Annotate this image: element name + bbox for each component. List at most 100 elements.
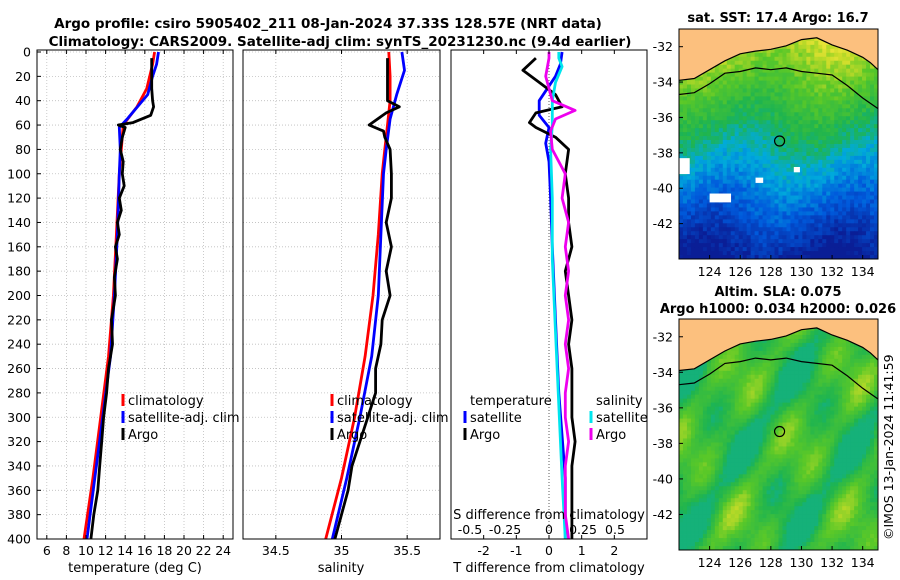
map-cell [690, 382, 696, 388]
map-cell [814, 394, 819, 400]
map-cell [730, 402, 736, 408]
map-cell [834, 374, 839, 380]
map-cell [806, 394, 811, 400]
map-cell [714, 211, 720, 216]
map-cell [838, 76, 843, 81]
map-cell [750, 211, 756, 216]
map-cell [774, 211, 779, 216]
map-cell [866, 187, 871, 192]
map-cell [806, 426, 811, 431]
map-cell [854, 92, 859, 97]
map-cell [814, 227, 819, 232]
map-cell [786, 76, 791, 81]
map-cell [679, 128, 684, 133]
map-cell [866, 430, 871, 435]
map-cell [826, 215, 831, 220]
map-cell [714, 64, 720, 70]
map-cell [798, 163, 803, 169]
map-cell [710, 211, 716, 216]
sst-map: 124 126 128 130 132 134 -32-34-36-38-40-42 [653, 28, 879, 279]
map-cell [810, 454, 815, 459]
map-cell [798, 227, 803, 232]
map-cell [862, 366, 867, 372]
map-cell [726, 155, 732, 161]
map-cell [814, 155, 819, 161]
map-cell [750, 215, 756, 220]
map-cell [778, 239, 783, 244]
temperature-xlabel: temperature (deg C) [68, 561, 202, 576]
map-cell [826, 354, 831, 360]
map-cell [722, 422, 728, 427]
map-cell [770, 147, 775, 153]
map-cell [846, 243, 851, 248]
map-cell [766, 227, 771, 232]
map-cell [770, 342, 775, 348]
map-cell [686, 374, 692, 380]
map-cell [679, 215, 684, 220]
map-cell [706, 422, 712, 427]
map-cell [770, 362, 775, 368]
map-cell [870, 418, 875, 423]
map-cell [802, 338, 807, 344]
map-cell [782, 370, 787, 376]
map-cell [706, 402, 712, 408]
map-cell [690, 219, 696, 224]
map-cell [714, 462, 720, 467]
map-cell [706, 144, 712, 149]
map-cell [814, 410, 819, 415]
map-cell [702, 195, 708, 200]
map-cell [826, 155, 831, 161]
map-cell [750, 80, 756, 85]
map-cell [782, 239, 787, 244]
map-cell [854, 207, 859, 212]
map-cell [810, 219, 815, 224]
map-cell [806, 72, 811, 77]
map-cell [814, 330, 819, 336]
map-cell [750, 450, 756, 455]
map-cell [818, 76, 823, 81]
map-cell [706, 104, 712, 109]
map-cell [846, 227, 851, 232]
map-cell [866, 446, 871, 451]
legend-label-sal-satellite: satellite [596, 411, 648, 426]
map-cell [734, 104, 740, 109]
map-cell [842, 434, 847, 439]
map-cell [686, 442, 692, 447]
map-cell [722, 151, 728, 157]
map-cell [702, 466, 708, 471]
map-cell [806, 128, 811, 133]
map-cell [838, 426, 843, 431]
map-cell [834, 442, 839, 447]
map-cell [766, 458, 771, 463]
map-cell [734, 203, 740, 208]
map-cell [858, 239, 863, 244]
map-cell [730, 84, 736, 89]
map-cell [734, 187, 740, 192]
map-cell [754, 155, 759, 161]
map-cell [679, 207, 684, 212]
map-cell [866, 223, 871, 228]
map-cell [718, 80, 724, 85]
map-cell [810, 120, 815, 125]
map-cell [754, 76, 759, 81]
map-cell [818, 354, 823, 360]
map-cell [830, 68, 835, 74]
map-cell [679, 426, 684, 431]
map-cell [742, 104, 748, 109]
map-cell [746, 68, 752, 74]
map-cell [782, 366, 787, 372]
map-cell [786, 183, 791, 189]
map-cell [798, 147, 803, 153]
map-cell [866, 406, 871, 411]
map-cell [730, 159, 736, 165]
map-cell [754, 462, 759, 467]
map-cell [706, 195, 712, 200]
map-cell [862, 191, 867, 196]
map-cell [682, 386, 688, 392]
map-cell [778, 255, 783, 259]
map-cell [790, 235, 795, 240]
map-cell [846, 255, 851, 259]
map-cell [846, 128, 851, 133]
map-cell [802, 183, 807, 189]
map-cell [798, 235, 803, 240]
